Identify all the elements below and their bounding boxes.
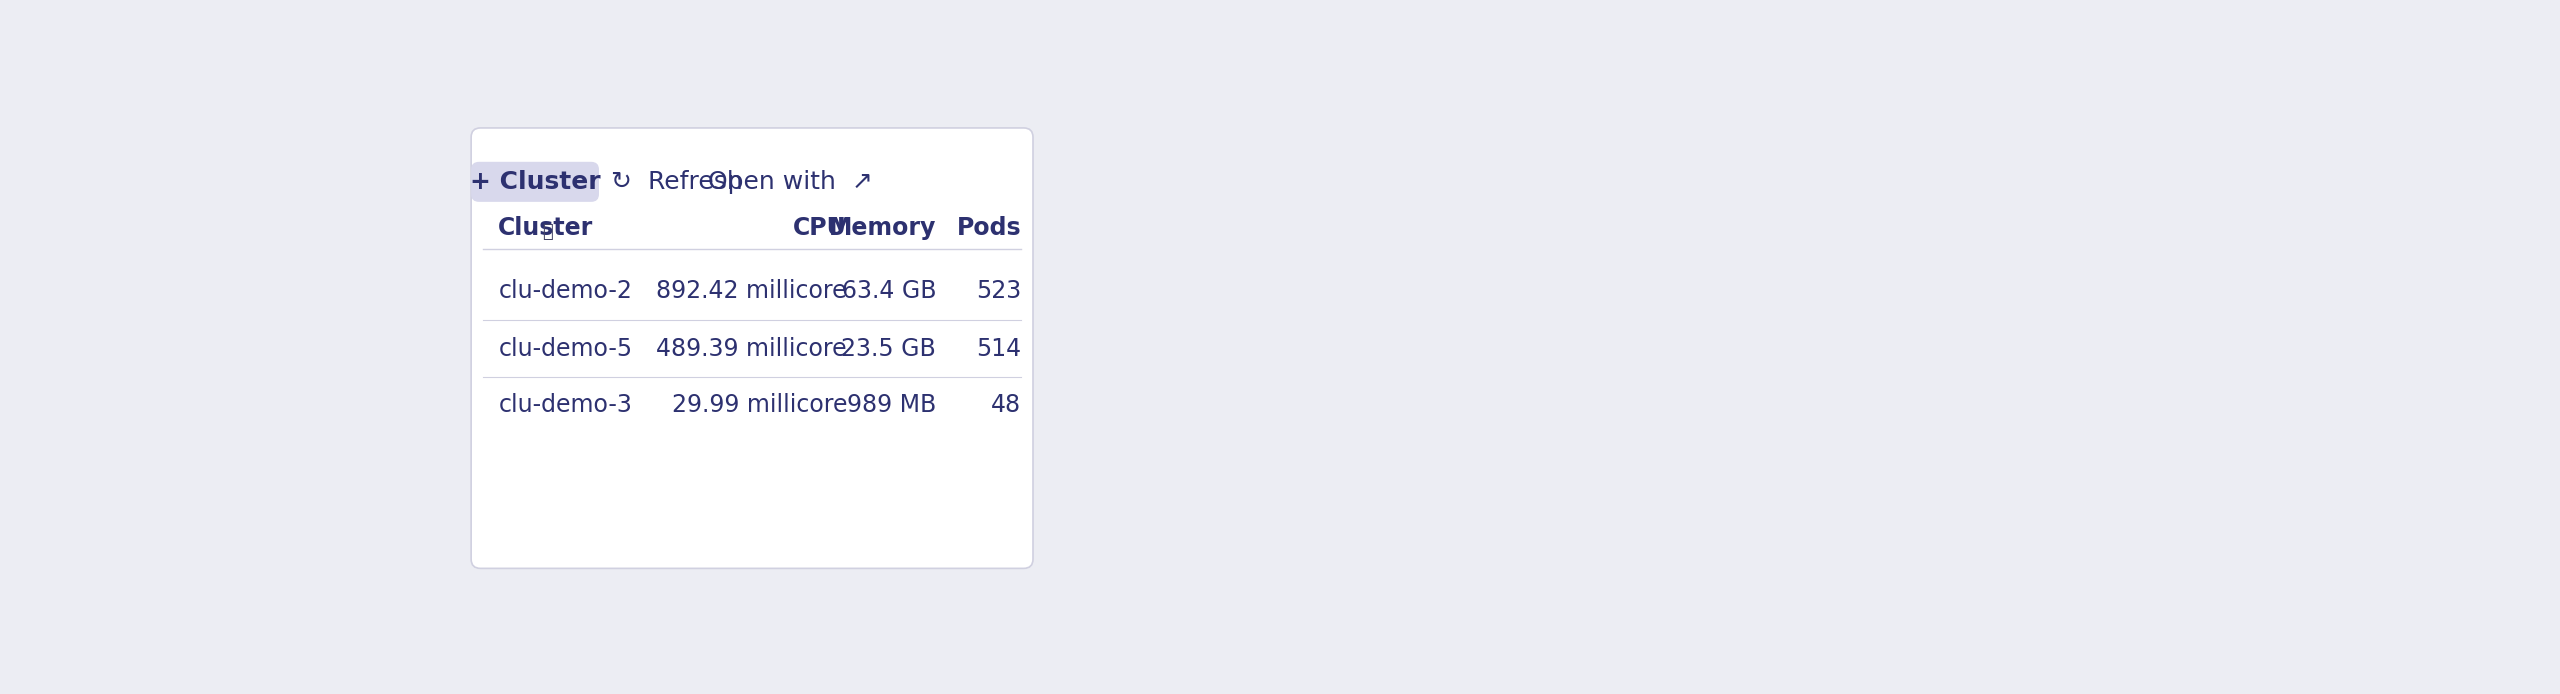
Text: CPU: CPU [794, 216, 847, 240]
Text: Pods: Pods [957, 216, 1021, 240]
FancyBboxPatch shape [471, 162, 599, 202]
Text: 👆: 👆 [543, 223, 553, 242]
Text: clu-demo-5: clu-demo-5 [499, 337, 632, 361]
FancyBboxPatch shape [471, 128, 1034, 568]
Text: Open with  ↗: Open with ↗ [707, 170, 873, 194]
Text: Cluster: Cluster [499, 216, 594, 240]
Text: 892.42 millicore: 892.42 millicore [655, 279, 847, 303]
Text: + Cluster: + Cluster [468, 170, 602, 194]
Text: 48: 48 [991, 393, 1021, 417]
Text: 489.39 millicore: 489.39 millicore [655, 337, 847, 361]
Text: ↻  Refresh: ↻ Refresh [612, 170, 742, 194]
Text: 29.99 millicore: 29.99 millicore [671, 393, 847, 417]
Text: 523: 523 [975, 279, 1021, 303]
Text: 514: 514 [975, 337, 1021, 361]
Text: clu-demo-2: clu-demo-2 [499, 279, 632, 303]
Text: 989 MB: 989 MB [847, 393, 937, 417]
Text: Memory: Memory [829, 216, 937, 240]
Text: clu-demo-3: clu-demo-3 [499, 393, 632, 417]
Text: 23.5 GB: 23.5 GB [842, 337, 937, 361]
Text: 63.4 GB: 63.4 GB [842, 279, 937, 303]
